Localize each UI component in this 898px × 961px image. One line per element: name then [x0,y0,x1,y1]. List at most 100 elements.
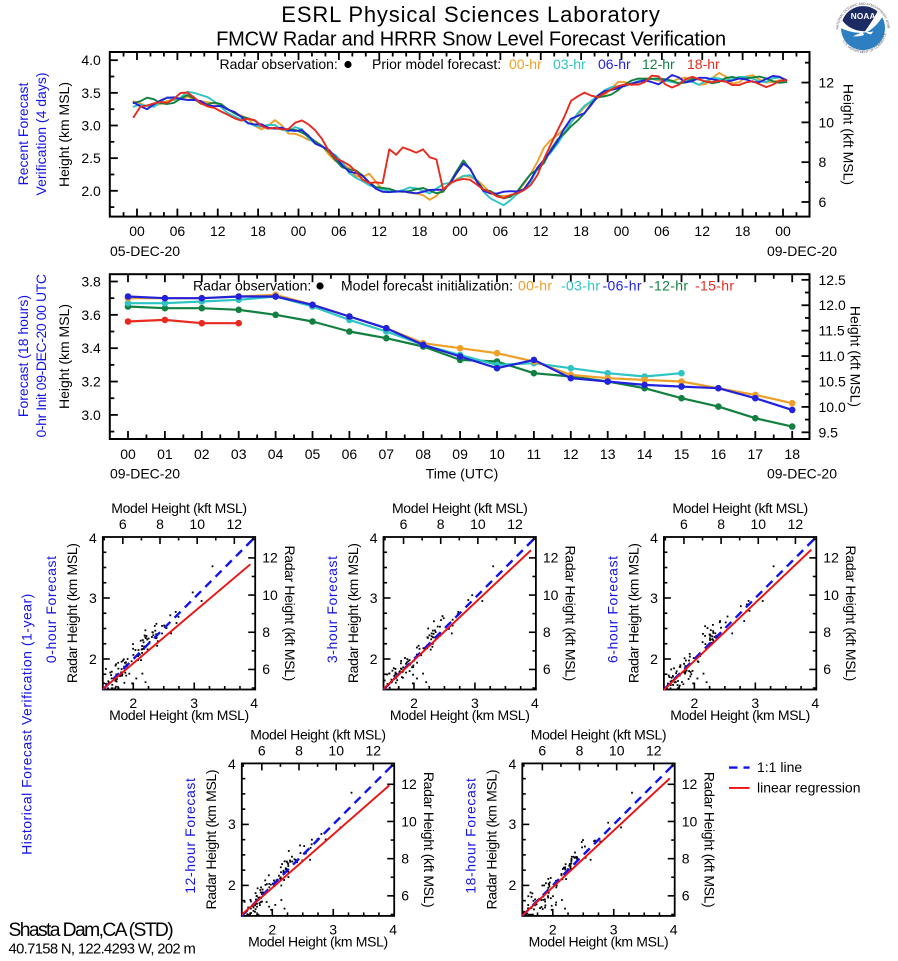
svg-text:03: 03 [231,446,247,462]
svg-text:12: 12 [788,516,804,532]
svg-text:-03-hr: -03-hr [561,278,600,294]
svg-text:09-DEC-20: 09-DEC-20 [110,466,180,482]
svg-text:Model Height (kft MSL): Model Height (kft MSL) [111,500,246,516]
svg-text:12: 12 [210,223,226,239]
svg-text:18-hour Forecast: 18-hour Forecast [463,778,479,894]
svg-text:2: 2 [650,651,658,667]
svg-text:3.5: 3.5 [81,85,101,101]
svg-text:06: 06 [170,223,186,239]
svg-text:Forecast (18 hours): Forecast (18 hours) [15,295,31,417]
svg-text:4: 4 [228,756,236,772]
svg-text:14: 14 [637,446,653,462]
svg-text:06: 06 [493,223,509,239]
svg-text:2: 2 [410,695,418,711]
svg-text:0-hr Init 09-DEC-20 00 UTC: 0-hr Init 09-DEC-20 00 UTC [33,274,49,437]
svg-text:9.5: 9.5 [819,424,839,440]
svg-text:09-DEC-20: 09-DEC-20 [767,243,837,259]
svg-text:2: 2 [228,877,236,893]
svg-text:08: 08 [415,446,431,462]
svg-text:10: 10 [401,813,417,829]
svg-text:6: 6 [538,742,546,758]
svg-text:2: 2 [370,651,378,667]
svg-text:8: 8 [437,516,445,532]
svg-text:6: 6 [119,516,127,532]
svg-text:Time (UTC): Time (UTC) [426,466,499,482]
svg-text:12-hr: 12-hr [642,56,675,72]
svg-text:06: 06 [342,446,358,462]
svg-text:6-hour Forecast: 6-hour Forecast [604,555,620,663]
svg-text:18: 18 [412,223,428,239]
svg-text:Model Height (km MSL): Model Height (km MSL) [390,707,530,723]
svg-text:10.0: 10.0 [819,399,846,415]
svg-text:6: 6 [262,661,270,677]
svg-text:15: 15 [674,446,690,462]
svg-text:05-DEC-20: 05-DEC-20 [110,243,180,259]
svg-text:18: 18 [735,223,751,239]
svg-text:11.5: 11.5 [819,323,845,339]
svg-text:03-hr: 03-hr [553,56,586,72]
svg-text:00-hr: 00-hr [509,56,542,72]
svg-text:Radar observation:: Radar observation: [193,278,311,294]
svg-text:05: 05 [305,446,321,462]
svg-text:2: 2 [549,921,557,937]
svg-text:Radar Height (kft MSL): Radar Height (kft MSL) [701,772,717,907]
svg-text:3: 3 [610,921,618,937]
svg-text:6: 6 [819,194,827,210]
svg-text:Model Height (km MSL): Model Height (km MSL) [109,707,249,723]
svg-text:12: 12 [694,223,710,239]
svg-text:01: 01 [157,446,173,462]
svg-text:Model Height (km MSL): Model Height (km MSL) [670,707,810,723]
svg-text:3: 3 [329,921,337,937]
svg-text:06-hr: 06-hr [598,56,631,72]
svg-text:Height (km MSL): Height (km MSL) [56,82,72,187]
svg-text:Height (kft MSL): Height (kft MSL) [841,84,857,185]
svg-text:17: 17 [748,446,764,462]
svg-text:4: 4 [370,530,378,546]
svg-text:Shasta Dam,CA (STD): Shasta Dam,CA (STD) [9,920,174,941]
svg-text:8: 8 [819,154,827,170]
svg-text:Model Height (km MSL): Model Height (km MSL) [529,933,669,949]
svg-text:-12-hr: -12-hr [649,278,688,294]
svg-text:8: 8 [682,851,690,867]
svg-text:Radar Height (km MSL): Radar Height (km MSL) [203,770,219,910]
svg-text:12: 12 [507,516,523,532]
svg-text:Prior model forecast:: Prior model forecast: [372,56,501,72]
svg-text:04: 04 [268,446,284,462]
svg-text:12: 12 [823,550,839,566]
svg-text:Model forecast initialization:: Model forecast initialization: [341,278,513,294]
svg-text:4: 4 [650,530,658,546]
svg-text:Radar Height (km MSL): Radar Height (km MSL) [64,543,80,683]
svg-text:12: 12 [563,446,579,462]
svg-text:6: 6 [823,661,831,677]
svg-text:00: 00 [452,223,468,239]
svg-text:1:1 line: 1:1 line [757,759,802,775]
svg-text:06: 06 [654,223,670,239]
svg-text:11.0: 11.0 [819,348,845,364]
svg-text:-15-hr: -15-hr [695,278,734,294]
svg-text:Radar Height (km MSL): Radar Height (km MSL) [484,770,500,910]
svg-text:3.8: 3.8 [81,274,101,290]
svg-text:10: 10 [328,742,344,758]
svg-text:6: 6 [682,888,690,904]
svg-text:00: 00 [120,446,136,462]
svg-text:07: 07 [379,446,395,462]
svg-text:00: 00 [129,223,145,239]
svg-text:3: 3 [751,695,759,711]
svg-text:3.0: 3.0 [81,407,101,423]
svg-text:12: 12 [371,223,387,239]
svg-text:10: 10 [470,516,486,532]
svg-text:Height (kft MSL): Height (kft MSL) [848,306,864,407]
svg-text:2: 2 [89,651,97,667]
svg-text:Radar Height (kft MSL): Radar Height (kft MSL) [562,546,578,681]
svg-text:6: 6 [401,888,409,904]
svg-text:3.2: 3.2 [81,374,101,390]
svg-text:12: 12 [262,550,278,566]
svg-text:2.5: 2.5 [81,150,101,166]
svg-text:10: 10 [823,587,839,603]
svg-text:10: 10 [262,587,278,603]
svg-text:00: 00 [614,223,630,239]
svg-text:3: 3 [190,695,198,711]
svg-text:NOAA: NOAA [851,12,876,21]
svg-text:10: 10 [819,114,835,130]
svg-text:Radar observation:: Radar observation: [220,56,338,72]
